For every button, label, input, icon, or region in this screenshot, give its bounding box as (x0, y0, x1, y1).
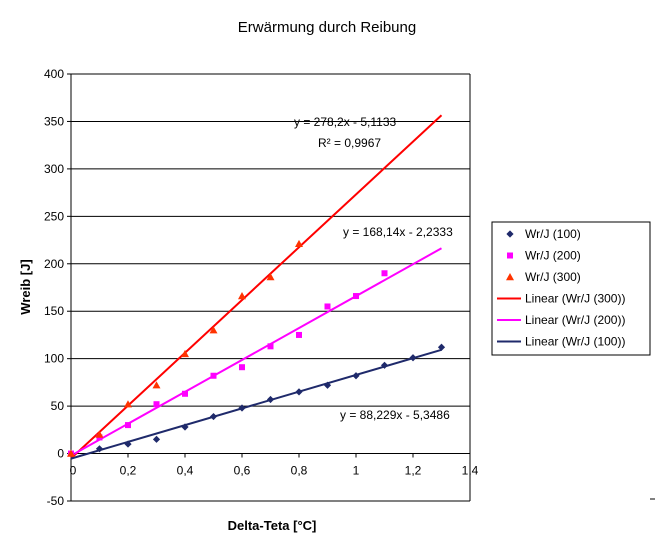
legend-label: Wr/J (100) (525, 227, 581, 241)
data-point (124, 400, 132, 408)
x-tick-label: 0,4 (177, 464, 194, 478)
x-tick-label: 0,2 (120, 464, 137, 478)
axes (67, 73, 471, 502)
data-point (181, 349, 189, 358)
trendline (70, 114, 443, 460)
y-tick-label: 400 (44, 67, 64, 81)
data-point (267, 343, 274, 350)
x-tick-label: 0,6 (234, 464, 251, 478)
y-tick-label: 200 (44, 257, 64, 271)
equation-100: y = 88,229x - 5,3486 (340, 408, 450, 422)
y-tick-label: 50 (51, 399, 65, 413)
data-point (210, 372, 217, 379)
data-point (209, 412, 218, 421)
x-axis-title: Delta-Teta [°C] (228, 518, 317, 533)
legend-label: Wr/J (300) (525, 270, 581, 284)
trendline (70, 348, 442, 460)
data-point (266, 395, 275, 404)
data-point (353, 293, 359, 300)
data-point (324, 303, 331, 310)
r-squared-300: R² = 0,9967 (318, 136, 381, 150)
data-point (124, 440, 132, 448)
legend-marker (506, 230, 514, 238)
data-point (95, 445, 104, 453)
data-point (409, 354, 417, 362)
x-tick-label: 0 (70, 464, 77, 478)
data-point (239, 364, 245, 371)
data-point (152, 381, 161, 389)
data-point (182, 390, 188, 397)
data-point (181, 423, 189, 431)
y-tick-labels: -50 0 50 100 150 200 250 300 350 400 (44, 67, 64, 508)
y-tick-label: 150 (44, 304, 64, 318)
data-point (323, 381, 332, 389)
data-point (437, 343, 446, 351)
data-point (380, 361, 389, 369)
y-tick-label: -50 (47, 494, 65, 508)
y-tick-label: 100 (44, 352, 64, 366)
legend-label: Linear (Wr/J (300)) (525, 292, 625, 306)
x-tick-label: 0,8 (291, 464, 308, 478)
data-points (67, 239, 446, 458)
legend: Wr/J (100) Wr/J (200) Wr/J (300) Linear (Wr… (491, 221, 651, 356)
data-point (209, 326, 218, 334)
x-tick-label: 1,2 (405, 464, 422, 478)
data-point (238, 292, 246, 300)
trendlines (70, 114, 443, 460)
legend-label: Linear (Wr/J (200)) (525, 313, 625, 327)
x-tick-label: 1 (353, 464, 360, 478)
equation-200: y = 168,14x - 2,2333 (343, 225, 453, 239)
legend-label: Linear (Wr/J (100)) (525, 335, 625, 349)
data-point (266, 273, 275, 281)
y-tick-label: 300 (44, 162, 64, 176)
data-point (153, 401, 160, 408)
data-point (352, 372, 360, 380)
data-point (381, 270, 388, 277)
legend-marker (506, 273, 514, 281)
data-point (295, 239, 303, 248)
data-point (295, 388, 303, 396)
data-point (152, 435, 161, 443)
trendline (70, 247, 442, 457)
x-tick-label: 1,4 (462, 464, 479, 478)
legend-marker (507, 252, 513, 259)
y-tick-label: 250 (44, 209, 64, 223)
y-tick-label: 350 (44, 114, 64, 128)
equation-300: y = 278,2x - 5,1133 (294, 115, 397, 129)
data-point (95, 430, 104, 438)
y-tick-label: 0 (57, 447, 64, 461)
legend-box (491, 221, 651, 356)
data-point (238, 404, 246, 412)
x-tick-labels: 0 0,2 0,4 0,6 0,8 1 1,2 1,4 (70, 464, 479, 478)
y-axis-title: Wreib [J] (18, 259, 33, 314)
data-point (296, 331, 302, 338)
data-point (67, 449, 75, 457)
gridlines (71, 73, 470, 407)
data-point (125, 422, 131, 429)
legend-label: Wr/J (200) (525, 249, 581, 263)
chart-title: Erwärmung durch Reibung (238, 19, 416, 36)
